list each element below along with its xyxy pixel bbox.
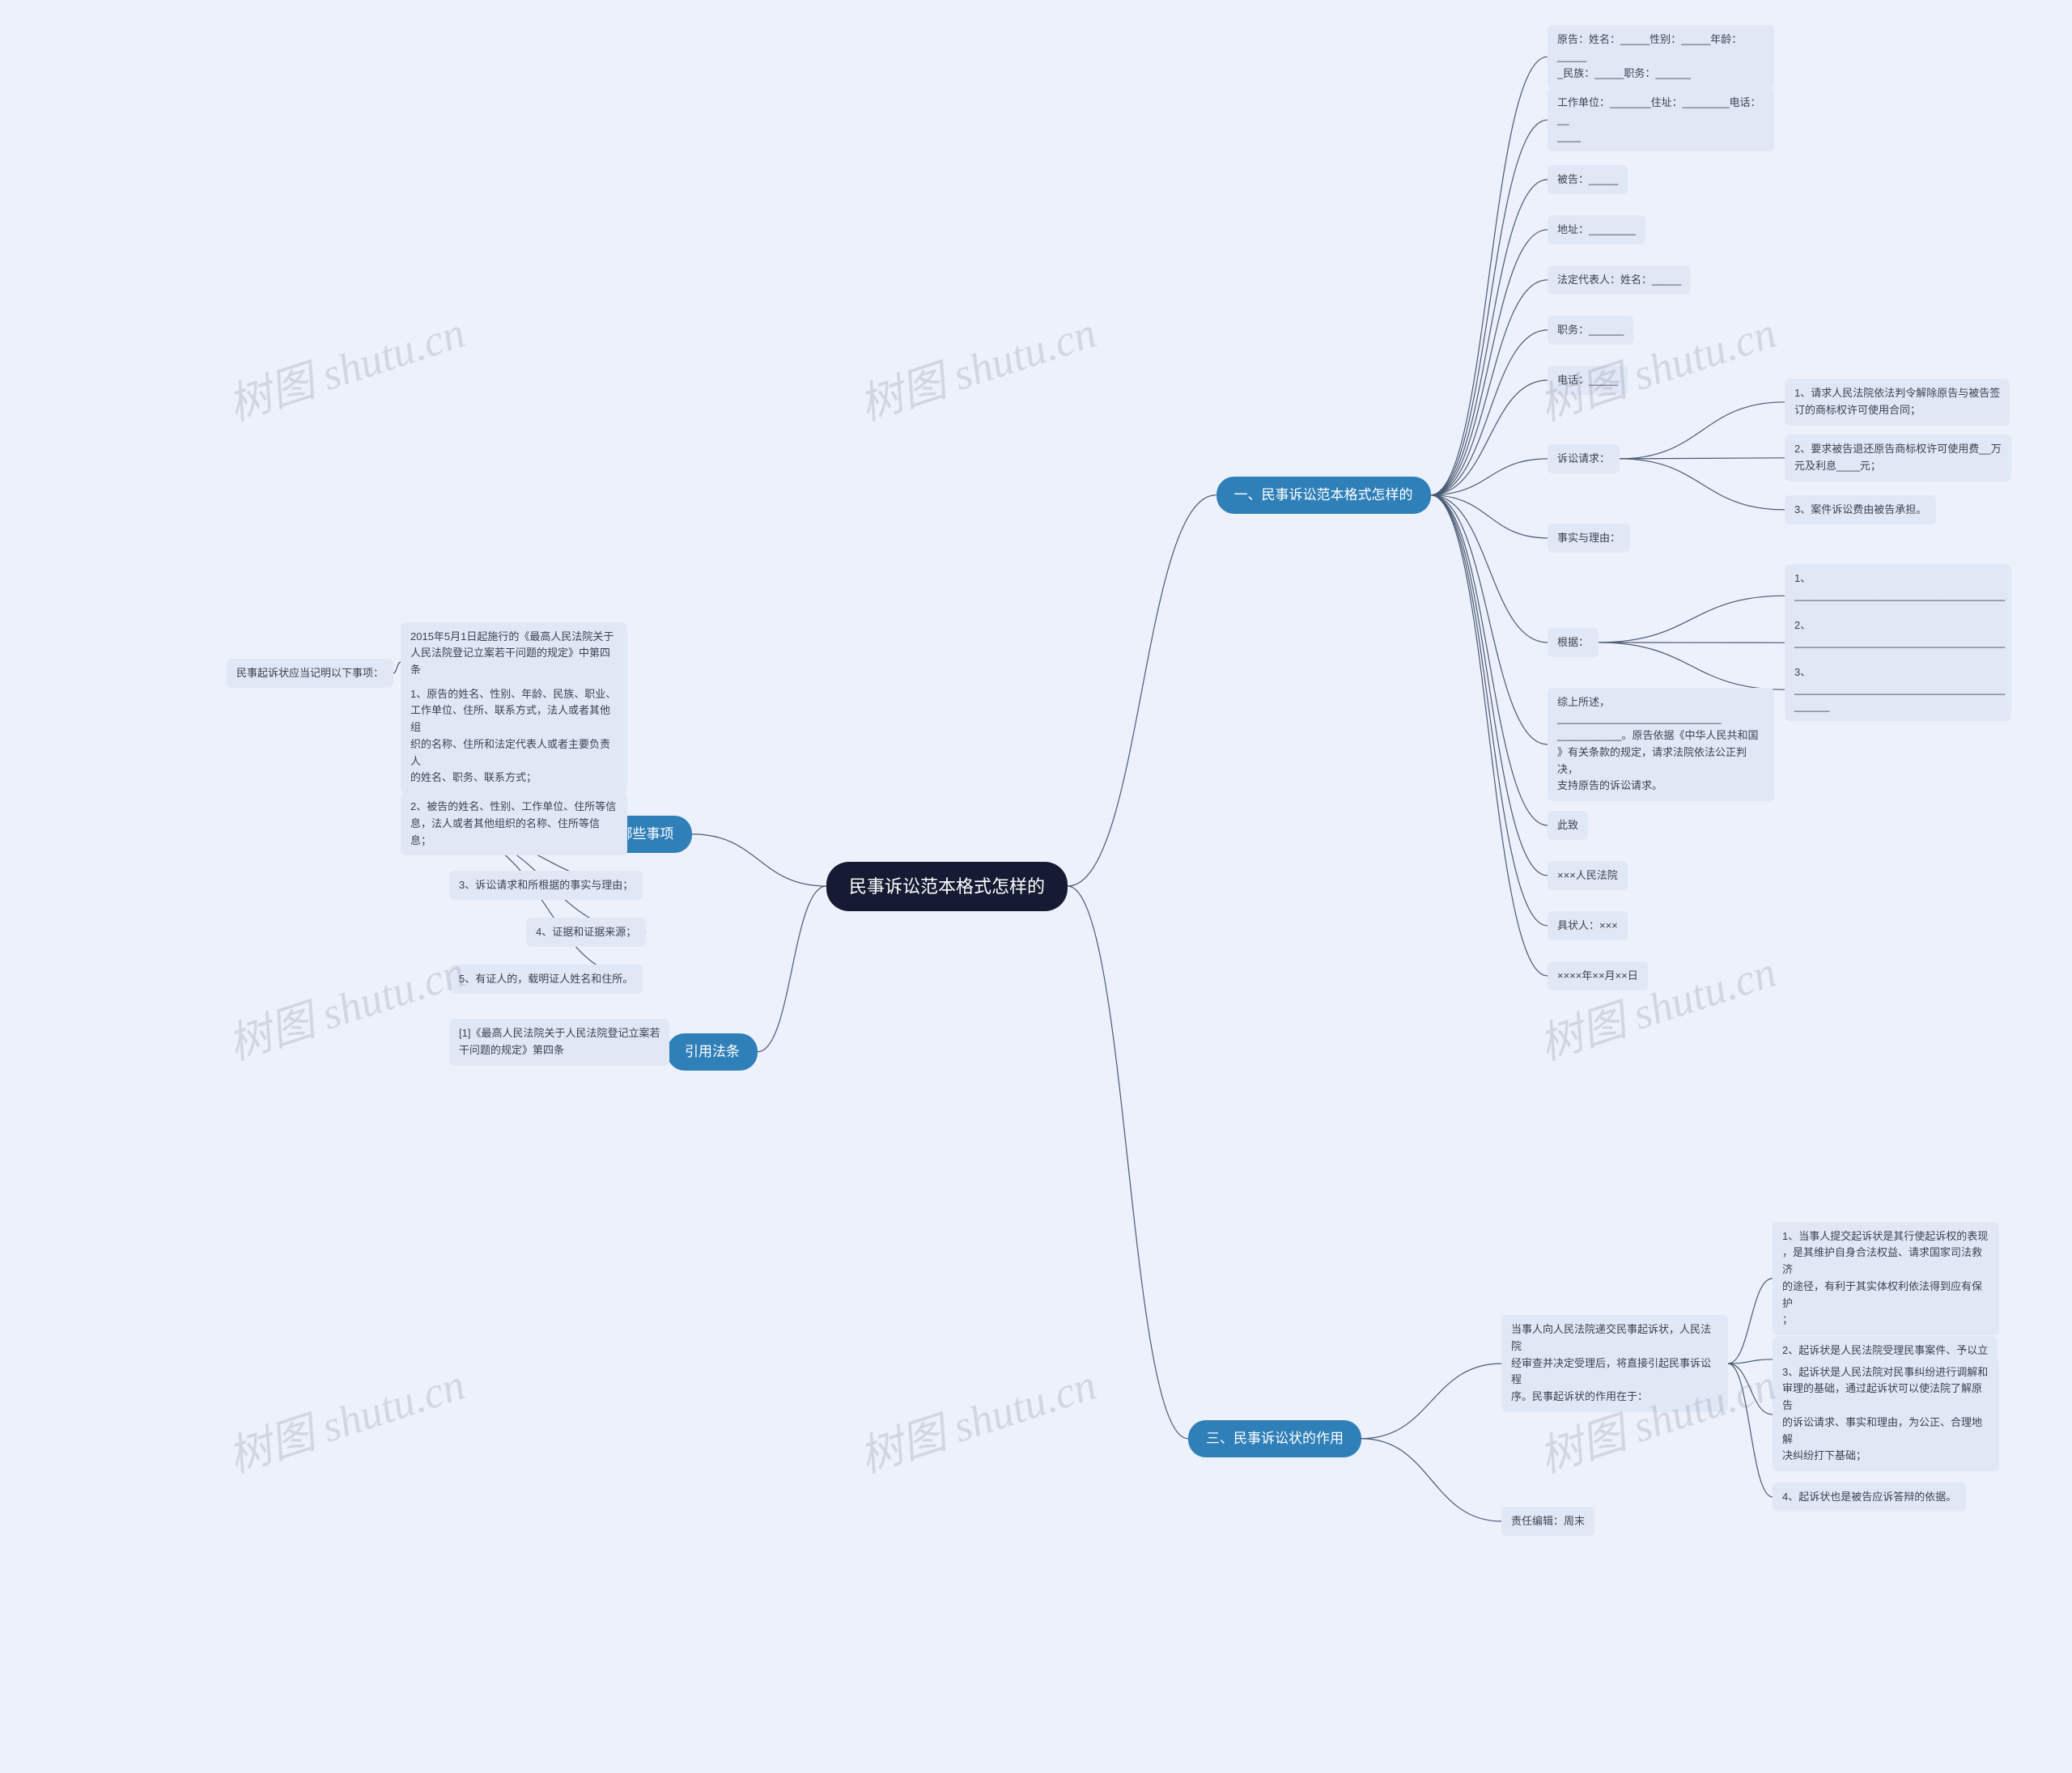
b1-leaf-1: 工作单位：_______住址：________电话：__ ____ bbox=[1548, 88, 1774, 151]
branch-b1: 一、民事诉讼范本格式怎样的 bbox=[1216, 477, 1431, 514]
watermark-3: 树图 shutu.cn bbox=[219, 935, 472, 1072]
watermark-0: 树图 shutu.cn bbox=[219, 296, 472, 433]
b3-sub-2: 3、起诉状是人民法院对民事纠纷进行调解和 审理的基础，通过起诉状可以使法院了解原… bbox=[1773, 1358, 1999, 1472]
b1-suit-sub-0: 1、请求人民法院依法判令解除原告与被告签 订的商标权许可使用合同； bbox=[1785, 379, 2010, 426]
b3-leaf-0: 当事人向人民法院递交民事起诉状，人民法院 经审查并决定受理后，将直接引起民事诉讼… bbox=[1501, 1315, 1728, 1412]
watermark-1: 树图 shutu.cn bbox=[850, 296, 1103, 433]
watermark-4: 树图 shutu.cn bbox=[1530, 935, 1783, 1072]
b1-leaf-14: ××××年××月××日 bbox=[1548, 961, 1648, 991]
b1-leaf-8: 事实与理由： bbox=[1548, 524, 1630, 554]
b4-leaf-0: [1]《最高人民法院关于人民法院登记立案若 干问题的规定》第四条 bbox=[449, 1019, 669, 1066]
b3-sub-3: 4、起诉状也是被告应诉答辩的依据。 bbox=[1773, 1482, 1966, 1512]
branch-b3: 三、民事诉讼状的作用 bbox=[1188, 1420, 1361, 1457]
b1-leaf-13: 具状人：××× bbox=[1548, 911, 1628, 941]
b2-leaf-4: 4、证据和证据来源； bbox=[526, 918, 646, 948]
b3-sub-0: 1、当事人提交起诉状是其行使起诉权的表现 ，是其维护自身合法权益、请求国家司法救… bbox=[1773, 1222, 1999, 1336]
b1-leaf-6: 电话：_____ bbox=[1548, 366, 1628, 396]
b2-leaf-0: 民事起诉状应当记明以下事项： bbox=[227, 659, 393, 689]
branch-b4: 引用法条 bbox=[667, 1033, 758, 1071]
b1-leaf-2: 被告：_____ bbox=[1548, 165, 1628, 195]
b1-leaf-7: 诉讼请求： bbox=[1548, 444, 1620, 474]
b2-leaf-5: 5、有证人的，载明证人姓名和住所。 bbox=[449, 965, 643, 995]
watermark-6: 树图 shutu.cn bbox=[850, 1348, 1103, 1485]
b1-suit-sub-2: 3、案件诉讼费由被告承担。 bbox=[1785, 495, 1936, 525]
b2-leaf-2: 2、被告的姓名、性别、工作单位、住所等信 息，法人或者其他组织的名称、住所等信息… bbox=[401, 792, 627, 855]
b1-leaf-5: 职务：______ bbox=[1548, 316, 1633, 346]
b1-leaf-0: 原告：姓名：_____性别：_____年龄：_____ _民族：_____职务：… bbox=[1548, 25, 1774, 88]
b2-leaf-3: 3、诉讼请求和所根据的事实与理由； bbox=[449, 871, 643, 901]
b1-leaf-3: 地址：________ bbox=[1548, 215, 1645, 245]
b1-suit-sub-1: 2、要求被告退还原告商标权许可使用费__万 元及利息____元； bbox=[1785, 435, 2011, 481]
b2-leaf-1: 1、原告的姓名、性别、年龄、民族、职业、 工作单位、住所、联系方式，法人或者其他… bbox=[401, 680, 627, 794]
b1-leaf-9: 根据： bbox=[1548, 628, 1599, 658]
b1-basis-sub-2: 3、____________________________________ _… bbox=[1785, 658, 2011, 721]
center-node: 民事诉讼范本格式怎样的 bbox=[826, 862, 1068, 911]
b1-leaf-11: 此致 bbox=[1548, 811, 1588, 841]
b1-leaf-12: ×××人民法院 bbox=[1548, 861, 1628, 891]
b1-leaf-4: 法定代表人：姓名：_____ bbox=[1548, 265, 1691, 295]
watermark-5: 树图 shutu.cn bbox=[219, 1348, 472, 1485]
b3-leaf-1: 责任编辑：周末 bbox=[1501, 1507, 1594, 1537]
b1-leaf-10: 综上所述，____________________________ ______… bbox=[1548, 688, 1774, 802]
